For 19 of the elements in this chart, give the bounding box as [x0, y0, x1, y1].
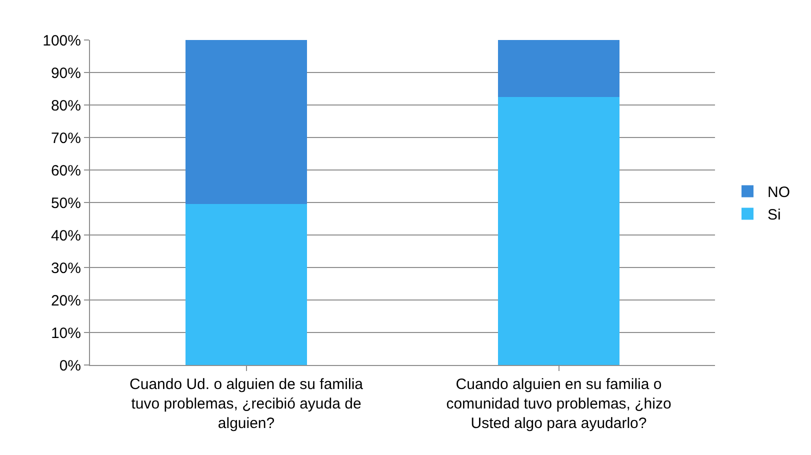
- x-tick-label: Cuando Ud. o alguien de su familia tuvo problemas, ¿recibió ayuda de alguien?: [130, 376, 364, 432]
- bar: [185, 204, 308, 365]
- x-tick-label: Cuando alguien en su familia o comunidad tuvo problemas, ¿hizo Usted algo para ayudarlo?: [446, 376, 672, 432]
- y-tick-label: 60%: [50, 162, 81, 180]
- y-tick-label: 10%: [50, 324, 81, 342]
- bar: [498, 96, 620, 365]
- legend-label: Si: [768, 206, 781, 224]
- y-tick-label: 40%: [50, 227, 81, 244]
- legend-label: NO: [768, 184, 790, 202]
- y-tick-label: 90%: [50, 64, 81, 82]
- y-tick-label: 20%: [50, 292, 81, 310]
- y-tick-label: 30%: [50, 260, 81, 277]
- y-tick-label: 70%: [50, 130, 81, 147]
- bar: [185, 40, 308, 204]
- y-tick-label: 50%: [50, 194, 81, 212]
- y-tick-label: 100%: [42, 32, 81, 50]
- y-tick-label: 80%: [50, 97, 81, 114]
- bar: [498, 40, 620, 97]
- y-tick-label: 0%: [59, 357, 81, 374]
